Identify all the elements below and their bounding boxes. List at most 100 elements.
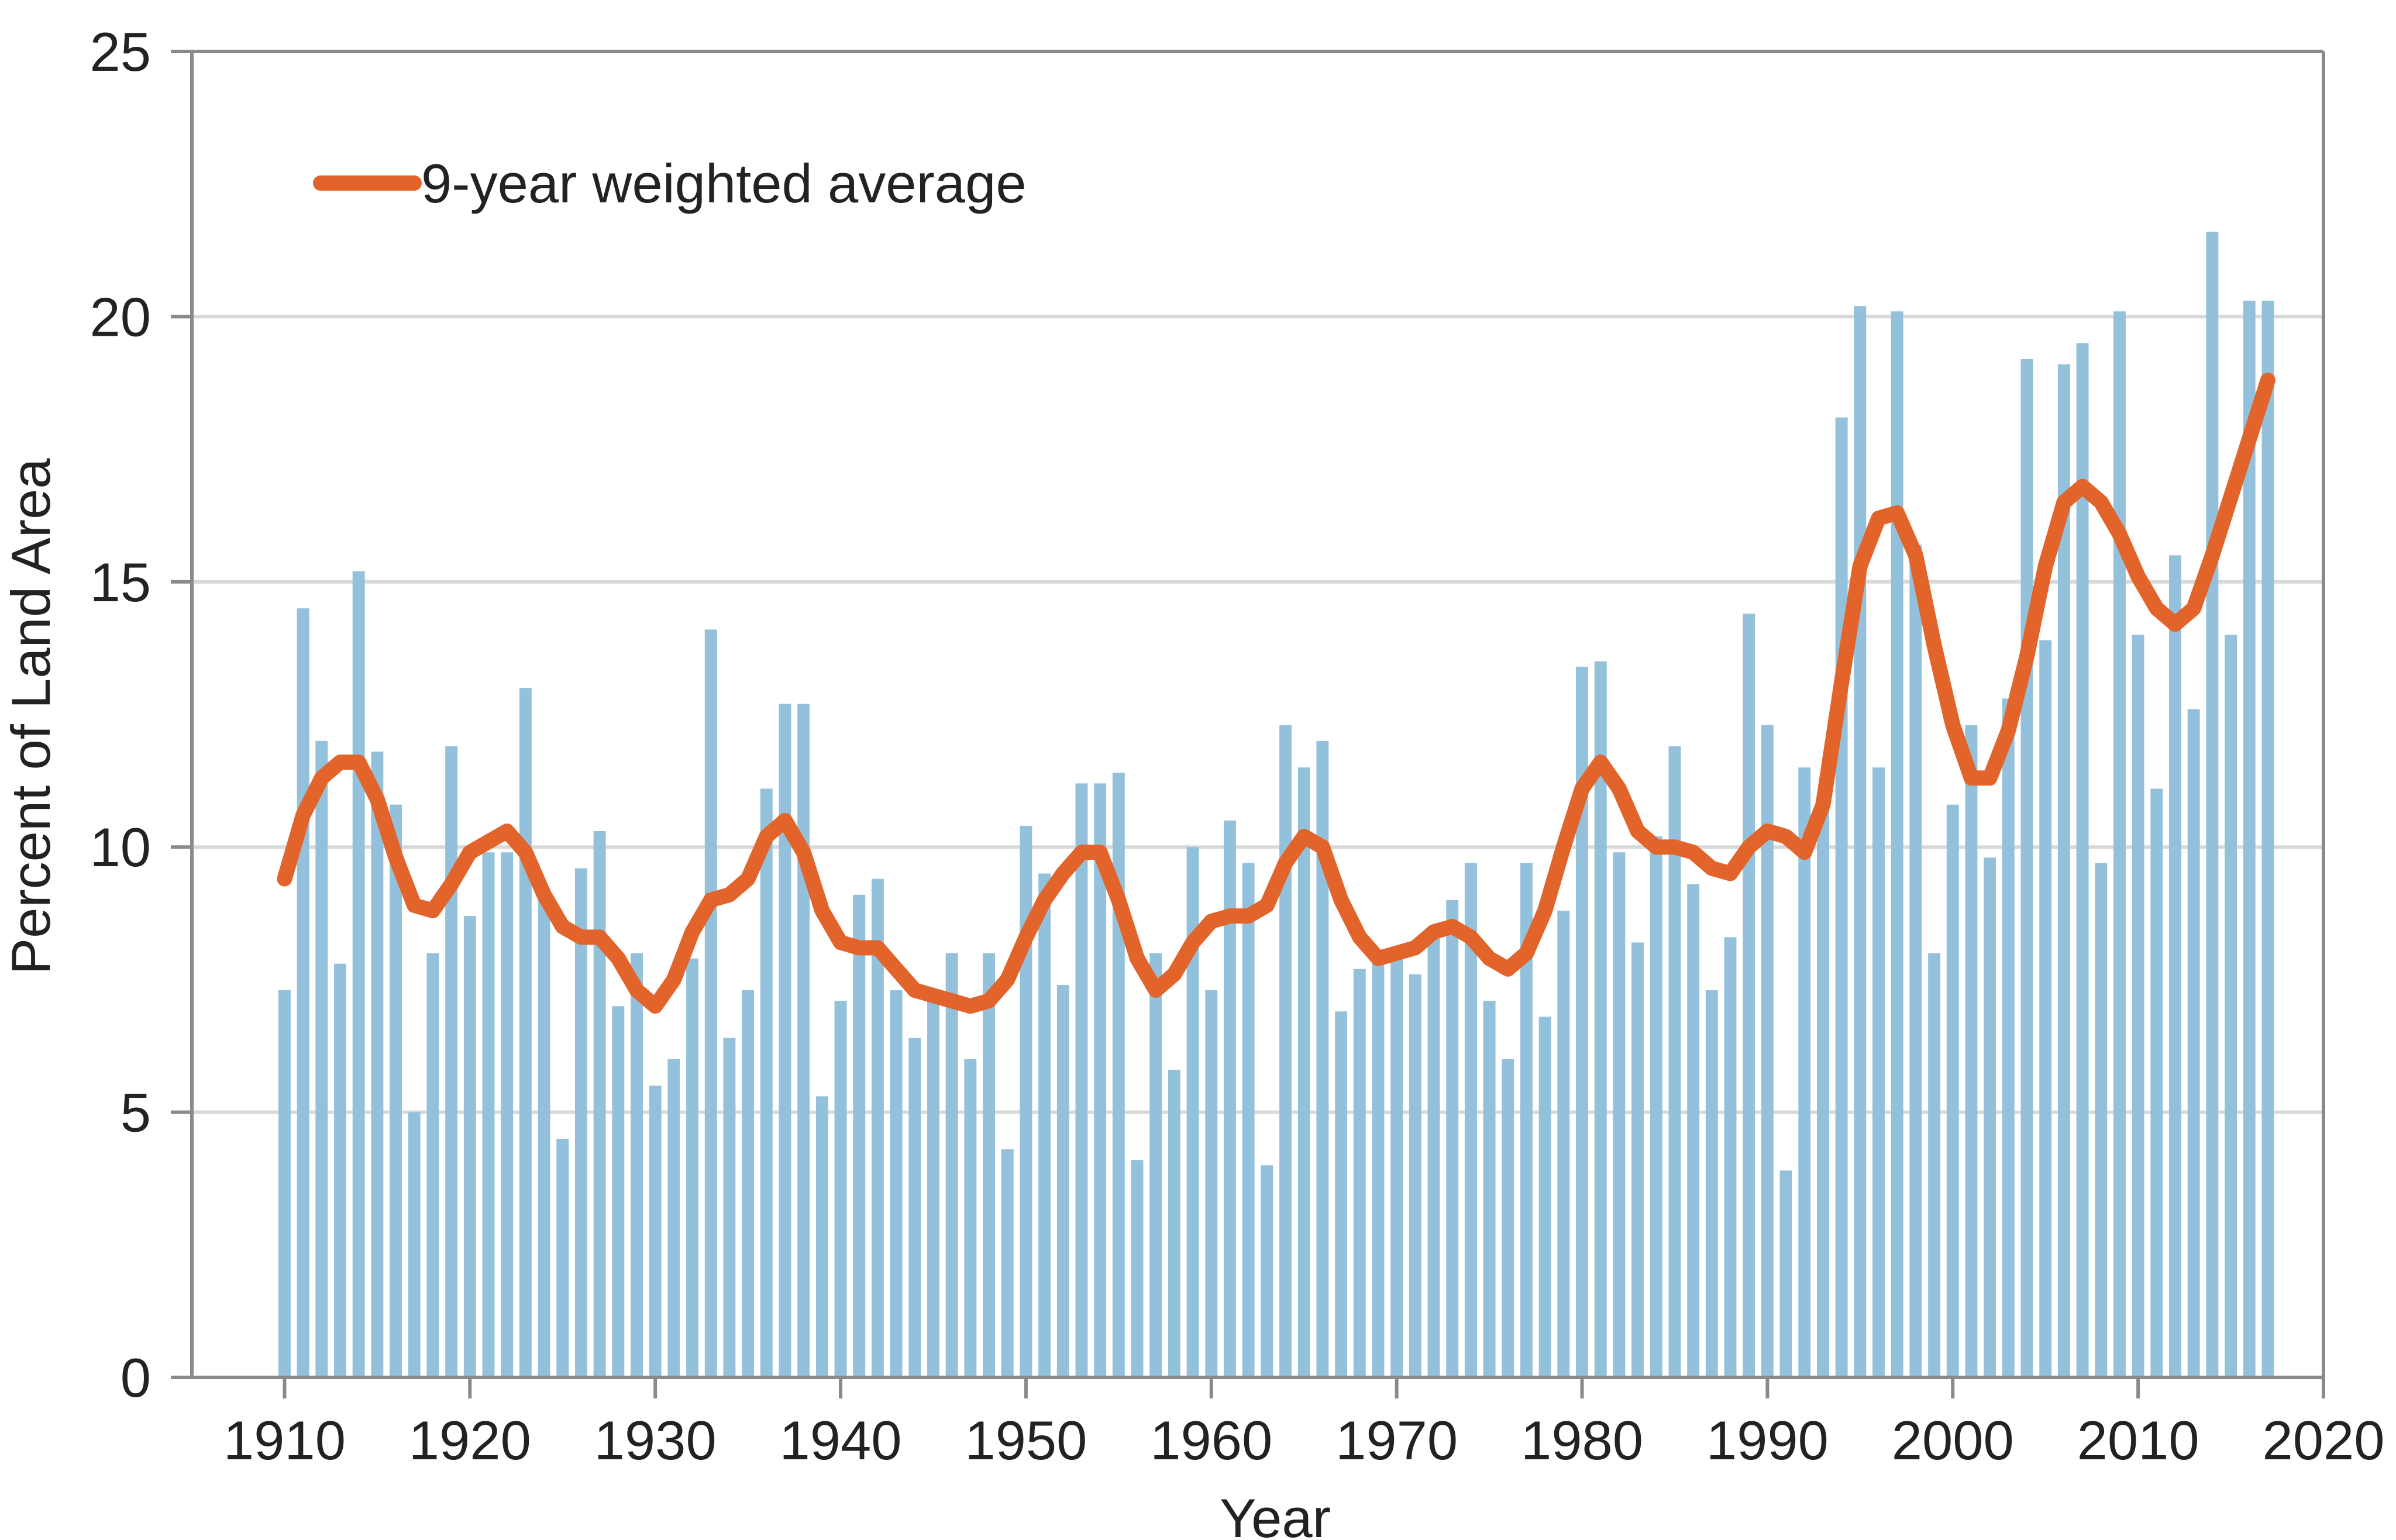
bar-1914 [352,571,365,1377]
bar-1916 [390,804,402,1377]
bar-1999 [1928,953,1941,1377]
bar-2015 [2225,635,2237,1377]
x-tick-label: 1970 [1335,1410,1458,1471]
bar-1959 [1186,847,1199,1377]
bar-1988 [1724,937,1737,1377]
x-tick-label: 1930 [594,1410,717,1471]
bar-1943 [890,990,903,1377]
bar-1964 [1279,725,1292,1377]
bar-2013 [2187,709,2200,1377]
bars [278,232,2274,1378]
bar-1989 [1743,614,1755,1377]
x-tick-label: 2010 [2077,1410,2199,1471]
bar-1915 [371,751,384,1377]
bar-2005 [2039,640,2052,1377]
bar-2006 [2057,364,2070,1378]
x-tick-label: 1980 [1521,1410,1643,1471]
y-tick-label: 20 [89,286,151,347]
bar-1985 [1668,746,1681,1377]
bar-1938 [797,704,810,1377]
bar-1971 [1409,974,1421,1377]
bar-1987 [1705,990,1718,1377]
bar-1949 [1001,1149,1014,1377]
bar-1942 [871,878,884,1377]
bar-1993 [1816,799,1829,1377]
bar-1976 [1502,1059,1514,1377]
bar-1934 [723,1038,736,1377]
bar-1957 [1149,953,1162,1377]
bar-2000 [1946,804,1959,1377]
bar-2009 [2113,311,2126,1377]
bar-1978 [1538,1017,1551,1377]
bar-1995 [1854,306,1867,1378]
bar-1910 [278,990,291,1377]
bar-2008 [2095,863,2108,1377]
bar-2016 [2243,301,2256,1377]
bar-1996 [1872,767,1885,1377]
bar-1979 [1557,911,1570,1377]
bar-2011 [2150,788,2163,1377]
bar-1992 [1798,767,1811,1377]
bar-1984 [1650,836,1662,1377]
x-tick-label: 1960 [1150,1410,1272,1471]
x-tick-label: 2020 [2262,1410,2384,1471]
bar-1972 [1427,932,1440,1377]
bar-1912 [315,740,328,1377]
bar-1946 [945,953,958,1377]
bar-1969 [1372,958,1385,1377]
bar-1966 [1316,740,1329,1377]
bar-1956 [1131,1160,1144,1377]
bar-1925 [556,1138,569,1377]
bar-1947 [964,1059,977,1377]
bar-1922 [501,852,514,1377]
bar-2001 [1965,725,1978,1377]
bar-2010 [2132,635,2144,1377]
bar-1954 [1094,783,1107,1377]
bar-1927 [593,831,606,1377]
bar-1980 [1576,666,1588,1377]
bar-1983 [1631,942,1644,1377]
bar-1952 [1056,984,1069,1377]
bar-1937 [779,704,791,1377]
bar-1923 [519,688,532,1377]
ticks: 0 5 10 15 20 25 1910 1920 1930 1940 1950 1960 1970 19… [89,21,2384,1471]
bar-1975 [1483,1001,1496,1377]
bar-1939 [815,1096,828,1377]
bar-1981 [1594,661,1607,1377]
bar-1941 [853,894,866,1377]
bar-1973 [1446,900,1459,1377]
bar-1963 [1261,1165,1273,1377]
bar-1924 [538,889,550,1377]
bar-1974 [1464,863,1477,1377]
bar-2007 [2076,343,2089,1377]
bar-1950 [1020,825,1032,1377]
x-axis-title: Year [1220,1487,1331,1540]
bar-1977 [1520,863,1533,1377]
bar-1920 [463,916,476,1377]
bar-1921 [482,852,495,1377]
bar-1955 [1112,773,1125,1377]
bar-1935 [742,990,755,1377]
bar-2012 [2169,555,2181,1378]
y-tick-label: 0 [121,1347,151,1408]
bar-1913 [334,963,346,1377]
bar-1944 [908,1038,921,1377]
bar-1994 [1835,417,1848,1377]
bar-1998 [1909,545,1922,1377]
bar-1970 [1390,953,1403,1377]
y-tick-label: 10 [89,816,151,878]
y-tick-label: 25 [89,21,151,82]
bar-1931 [667,1059,680,1377]
y-tick-label: 5 [121,1082,151,1143]
bar-1953 [1075,783,1088,1377]
bar-1933 [704,629,717,1377]
bar-1965 [1297,767,1310,1377]
legend: 9-year weighted average [313,153,1027,214]
x-tick-label: 1920 [409,1410,531,1471]
bar-1918 [426,953,439,1377]
legend-label: 9-year weighted average [421,153,1027,214]
bar-1997 [1891,311,1903,1377]
x-tick-label: 2000 [1892,1410,2014,1471]
bar-1945 [927,995,939,1377]
x-tick-label: 1950 [965,1410,1087,1471]
